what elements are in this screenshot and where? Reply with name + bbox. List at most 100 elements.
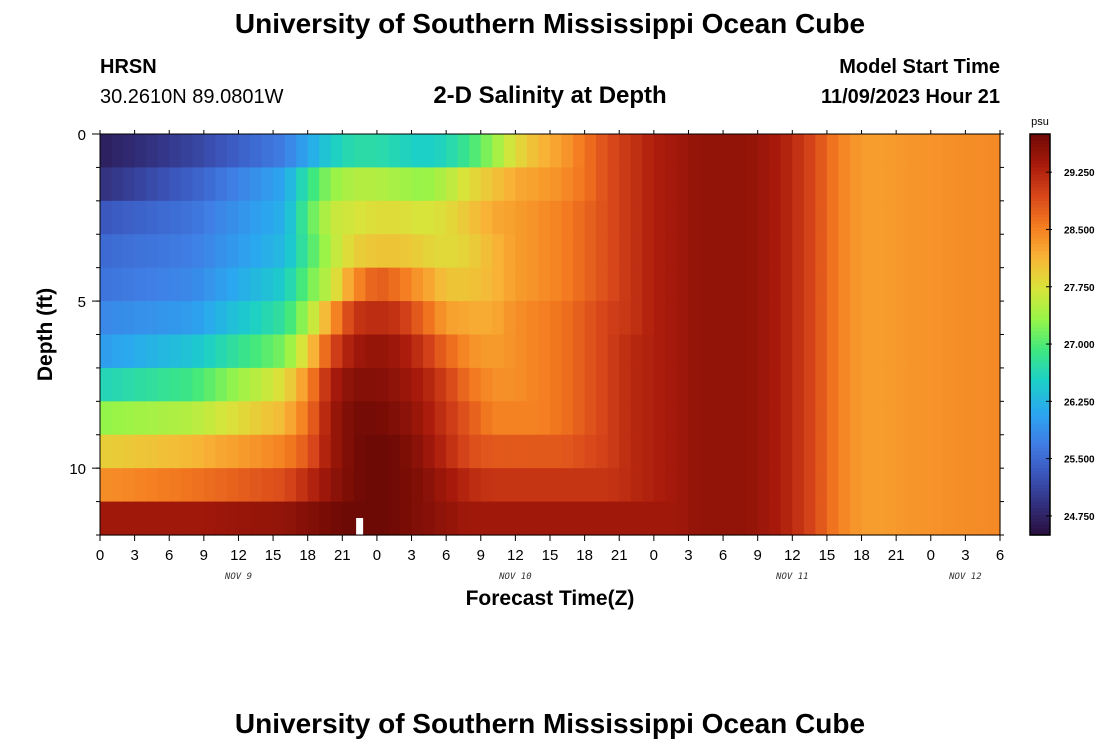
x-tick-label: 9	[200, 547, 208, 564]
heatmap-cell	[988, 167, 1001, 202]
heatmap-cell	[192, 401, 205, 436]
heatmap-cell	[676, 334, 690, 369]
heatmap-cell	[584, 167, 597, 202]
heatmap-cell	[803, 301, 816, 336]
x-tick-label: 9	[477, 547, 485, 564]
heatmap-cell	[457, 401, 470, 436]
heatmap-cell	[815, 468, 828, 503]
heatmap-cell	[319, 434, 332, 469]
heatmap-cell	[469, 501, 482, 536]
heatmap-cell	[457, 134, 470, 169]
heatmap-cell	[273, 501, 286, 536]
heatmap-cell	[930, 134, 943, 169]
heatmap-cell	[296, 267, 309, 302]
heatmap-cell	[896, 501, 909, 536]
heatmap-cell	[307, 167, 320, 202]
heatmap-cell	[100, 367, 113, 402]
heatmap-cell	[930, 367, 943, 402]
heatmap-cell	[123, 468, 136, 503]
heatmap-cell	[619, 401, 632, 436]
heatmap-cell	[700, 234, 713, 269]
heatmap-cell	[226, 434, 240, 469]
heatmap-cell	[203, 200, 216, 235]
colorbar-segment	[1030, 170, 1050, 175]
heatmap-cell	[111, 334, 124, 369]
heatmap-cell	[907, 401, 920, 436]
colorbar-segment	[1030, 377, 1050, 382]
heatmap-cell	[503, 267, 516, 302]
x-tick-label: 0	[650, 547, 658, 564]
heatmap-cell	[769, 334, 782, 369]
heatmap-cell	[157, 501, 170, 536]
current-time-marker	[356, 518, 364, 535]
footer-title: University of Southern Mississippi Ocean…	[234, 708, 866, 739]
heatmap-cell	[215, 267, 228, 302]
heatmap-cell	[192, 200, 205, 235]
heatmap-cell	[180, 401, 193, 436]
heatmap-cell	[146, 234, 159, 269]
heatmap-cell	[596, 401, 609, 436]
heatmap-cell	[619, 301, 632, 336]
heatmap-cell	[446, 167, 459, 202]
heatmap-cell	[330, 468, 343, 503]
colorbar-segment	[1030, 421, 1050, 426]
colorbar-segment	[1030, 214, 1050, 219]
heatmap-cell	[907, 267, 920, 302]
heatmap-cell	[642, 200, 655, 235]
heatmap-cell	[780, 267, 793, 302]
heatmap-cell	[942, 334, 955, 369]
heatmap-cell	[353, 134, 366, 169]
heatmap-cell	[573, 200, 586, 235]
colorbar-segment	[1030, 494, 1050, 499]
heatmap-cell	[515, 501, 528, 536]
heatmap-cell	[711, 200, 724, 235]
x-tick-label: 12	[230, 547, 247, 564]
heatmap-cell	[480, 267, 493, 302]
y-axis-label: Depth (ft)	[34, 288, 57, 381]
colorbar-tick-label: 27.750	[1064, 283, 1095, 294]
heatmap-cell	[284, 167, 297, 202]
heatmap-cell	[203, 367, 216, 402]
heatmap-cell	[734, 434, 747, 469]
heatmap-cell	[584, 200, 597, 235]
colorbar-segment	[1030, 461, 1050, 466]
heatmap-cell	[238, 401, 251, 436]
heatmap-cell	[376, 367, 390, 402]
heatmap-cell	[515, 301, 528, 336]
heatmap-cell	[723, 401, 736, 436]
heatmap-cell	[988, 334, 1001, 369]
heatmap-cell	[919, 134, 932, 169]
heatmap-cell	[503, 401, 516, 436]
heatmap-cell	[861, 367, 874, 402]
heatmap-cell	[734, 234, 747, 269]
heatmap-cell	[550, 301, 563, 336]
heatmap-cell	[319, 334, 332, 369]
heatmap-cell	[976, 200, 990, 235]
heatmap-cell	[330, 234, 343, 269]
heatmap-cell	[607, 401, 620, 436]
heatmap-cell	[850, 468, 863, 503]
colorbar-tick-label: 26.250	[1064, 397, 1095, 408]
heatmap-cell	[284, 234, 297, 269]
heatmap-cell	[192, 501, 205, 536]
heatmap-cell	[192, 167, 205, 202]
heatmap-cell	[757, 301, 770, 336]
colorbar-segment	[1030, 160, 1050, 165]
heatmap-cell	[942, 200, 955, 235]
colorbar-segment	[1030, 324, 1050, 329]
heatmap-cell	[526, 334, 540, 369]
heatmap-cell	[700, 167, 713, 202]
heatmap-cell	[307, 401, 320, 436]
heatmap-cell	[561, 401, 574, 436]
heatmap-cell	[700, 434, 713, 469]
heatmap-cell	[388, 501, 401, 536]
colorbar-segment	[1030, 474, 1050, 479]
colorbar-segment	[1030, 284, 1050, 289]
heatmap-cell	[180, 301, 193, 336]
heatmap-cell	[215, 234, 228, 269]
colorbar-segment	[1030, 180, 1050, 185]
heatmap-cell	[480, 501, 493, 536]
heatmap-cell	[596, 167, 609, 202]
x-tick-label: 0	[96, 547, 104, 564]
heatmap-cell	[480, 167, 493, 202]
